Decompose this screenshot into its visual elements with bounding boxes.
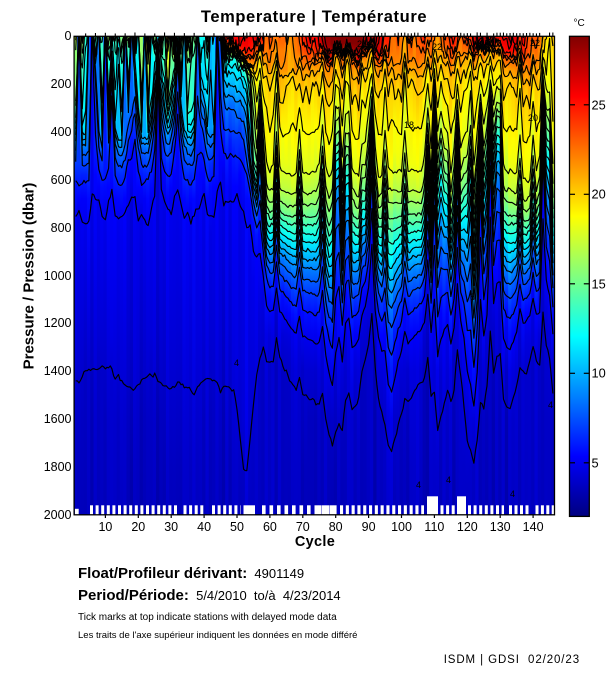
svg-text:18: 18 <box>404 120 414 130</box>
svg-text:4: 4 <box>446 475 451 485</box>
svg-text:4: 4 <box>510 489 515 499</box>
svg-text:20: 20 <box>528 113 538 123</box>
svg-text:8: 8 <box>470 292 475 302</box>
svg-text:22: 22 <box>530 38 540 48</box>
svg-text:4: 4 <box>416 480 421 490</box>
svg-text:4: 4 <box>234 358 239 368</box>
svg-text:22: 22 <box>432 42 442 52</box>
svg-text:26: 26 <box>357 39 367 49</box>
svg-text:4: 4 <box>548 400 553 410</box>
